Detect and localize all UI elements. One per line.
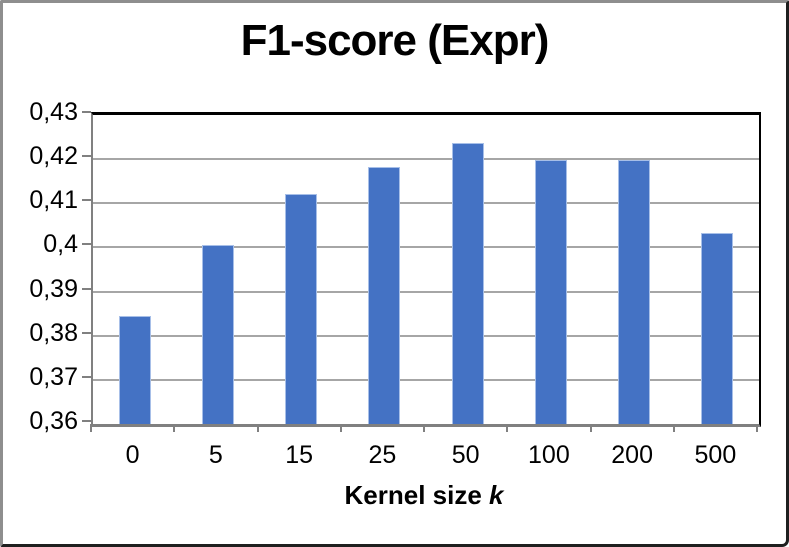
gridline <box>93 378 759 381</box>
y-tick-label: 0,36 <box>29 407 78 435</box>
x-tick-label: 5 <box>208 441 223 469</box>
y-tick-label: 0,41 <box>29 186 78 215</box>
x-tick-mark <box>756 424 758 432</box>
x-tick-label: 0 <box>125 441 140 469</box>
x-tick-label: 15 <box>285 441 314 469</box>
y-tick-label: 0,43 <box>29 98 78 126</box>
x-tick-mark <box>423 424 425 432</box>
x-tick-mark <box>506 424 509 432</box>
x-tick-mark <box>672 424 675 432</box>
y-tick-mark <box>82 155 91 158</box>
x-tick-label: 25 <box>368 441 397 469</box>
x-tick-label: 50 <box>451 441 480 469</box>
gridline <box>93 290 759 293</box>
x-tick-mark <box>589 424 592 432</box>
y-tick-label: 0,42 <box>29 142 78 171</box>
y-tick-mark <box>82 420 91 422</box>
gridline <box>93 334 759 337</box>
y-tick-mark <box>82 111 91 113</box>
y-tick-mark <box>82 331 91 334</box>
bar-200 <box>618 160 651 424</box>
gridline <box>93 246 759 249</box>
x-tick-mark <box>339 424 342 432</box>
x-tick-mark <box>90 424 92 432</box>
bar-25 <box>368 166 401 424</box>
y-tick-label: 0,38 <box>29 318 78 347</box>
x-tick-mark <box>256 424 259 432</box>
x-axis-title-text: Kernel size <box>344 480 490 510</box>
bar-15 <box>285 193 318 424</box>
y-tick-label: 0,4 <box>43 230 78 259</box>
bar-500 <box>701 233 734 424</box>
bar-0 <box>118 315 151 424</box>
plot-area <box>91 112 761 427</box>
gridline <box>93 158 759 161</box>
x-tick-label: 500 <box>694 441 737 469</box>
y-tick-mark <box>82 199 91 202</box>
x-tick-mark <box>173 424 176 432</box>
y-tick-mark <box>82 243 91 246</box>
bar-5 <box>201 245 234 424</box>
y-tick-label: 0,37 <box>29 362 78 391</box>
x-axis-title-variable: k <box>489 480 504 510</box>
chart-title: F1-score (Expr) <box>240 16 550 65</box>
y-tick-label: 0,39 <box>29 274 78 303</box>
bar-50 <box>451 143 484 424</box>
x-tick-label: 200 <box>611 441 653 469</box>
x-tick-label: 100 <box>528 441 570 469</box>
bar-100 <box>534 160 567 424</box>
y-tick-mark <box>82 375 91 378</box>
gridline <box>93 202 759 205</box>
x-axis-title: Kernel size k <box>91 480 757 511</box>
y-tick-mark <box>82 287 91 290</box>
